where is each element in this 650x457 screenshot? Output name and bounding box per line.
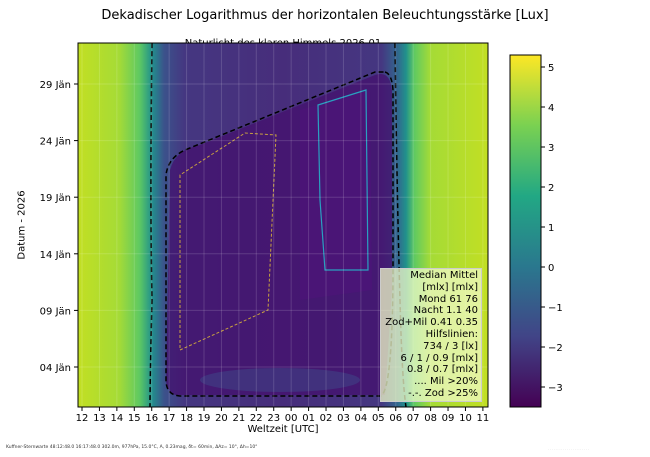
x-tick-label: 10 (459, 413, 472, 424)
chart-title: Dekadischer Logarithmus der horizontalen… (101, 8, 549, 23)
y-tick-label: 19 Jän (40, 193, 71, 204)
colorbar-gradient (509, 54, 542, 408)
x-tick-label: 20 (215, 413, 228, 424)
legend-line: Hilfslinien: (425, 328, 478, 340)
x-tick-label: 12 (76, 413, 89, 424)
y-tick-label: 29 Jän (40, 80, 71, 91)
y-tick-label: 14 Jän (40, 250, 71, 261)
contour-734lx-left (149, 42, 153, 408)
x-tick-label: 03 (337, 413, 350, 424)
y-tick-label: 24 Jän (40, 137, 71, 148)
x-tick-label: 23 (267, 413, 280, 424)
x-axis-label: Weltzeit [UTC] (247, 424, 319, 435)
legend-line: .... Mil >20% (414, 376, 478, 388)
y-tick-label: 09 Jän (40, 306, 71, 317)
plot-frame (77, 42, 489, 408)
x-tick-label: 16 (145, 413, 158, 424)
legend-line: 734 / 3 [lx] (423, 340, 478, 352)
legend-line: -.-. Zod >25% (408, 387, 478, 399)
legend-line: Median Mittel (410, 270, 478, 281)
x-tick-label: 00 (285, 413, 298, 424)
legend: Median Mittel [mlx] [mlx] Mond 61 76 Nacht … (380, 268, 482, 402)
grid (78, 43, 488, 407)
x-tick-label: 01 (302, 413, 315, 424)
colorbar-tick-label: −2 (548, 343, 563, 354)
x-tick-label: 21 (233, 413, 246, 424)
colorbar-tick-label: 4 (548, 103, 554, 114)
colorbar-tick-label: 0 (548, 263, 554, 274)
x-tick-label: 22 (250, 413, 263, 424)
legend-line: 0.8 / 0.7 [mlx] (407, 364, 478, 376)
x-tick-label: 07 (407, 413, 420, 424)
legend-line: 6 / 1 / 0.9 [mlx] (400, 352, 479, 364)
x-tick-label: 18 (180, 413, 193, 424)
x-tick-label: 02 (320, 413, 333, 424)
x-tick-label: 08 (424, 413, 437, 424)
milkyway-contour (317, 89, 369, 271)
x-tick-label: 04 (355, 413, 368, 424)
legend-line: Zod+Mil 0.41 0.35 (385, 317, 478, 329)
x-tick-label: 14 (110, 413, 123, 424)
colorbar-tick-label: 3 (548, 143, 554, 154)
x-tick-label: 13 (93, 413, 106, 424)
x-tick-label: 05 (372, 413, 385, 424)
moon-region (200, 368, 360, 392)
y-tick-label: 04 Jän (40, 363, 71, 374)
x-tick-label: 09 (442, 413, 455, 424)
colorbar-tick-label: 1 (548, 223, 554, 234)
footer-info: Kuffner-Sternwarte 48:12:48.0 16:17:48.0… (6, 445, 258, 450)
colorbar-tick-label: 2 (548, 183, 554, 194)
x-ticks: 12 13 14 15 16 17 18 19 20 21 22 23 00 01 02 03 04 05 06 07… (76, 407, 490, 424)
legend-line: Nacht 1.1 40 (413, 305, 478, 317)
x-tick-label: 15 (128, 413, 141, 424)
x-tick-label: 06 (389, 413, 402, 424)
colorbar-tick-label: −3 (548, 383, 563, 394)
colorbar: 5 4 3 2 1 0 −1 −2 −3 (509, 54, 563, 408)
colorbar-ticks: 5 4 3 2 1 0 −1 −2 −3 (541, 63, 563, 394)
footer-credit: · · · · · · · · · · · · · · · · · · · · … (548, 447, 590, 451)
colorbar-tick-label: 5 (548, 63, 554, 74)
colorbar-tick-label: −1 (548, 303, 563, 314)
zodiacal-contour (179, 132, 277, 351)
legend-line: [mlx] [mlx] (422, 281, 478, 293)
x-tick-label: 17 (163, 413, 176, 424)
legend-line: Mond 61 76 (418, 293, 478, 305)
y-ticks: 29 Jän 24 Jän 19 Jän 14 Jän 09 Jän 04 Jän (40, 80, 78, 374)
x-tick-label: 19 (198, 413, 211, 424)
moonless-region (300, 90, 372, 300)
x-tick-label: 11 (477, 413, 490, 424)
